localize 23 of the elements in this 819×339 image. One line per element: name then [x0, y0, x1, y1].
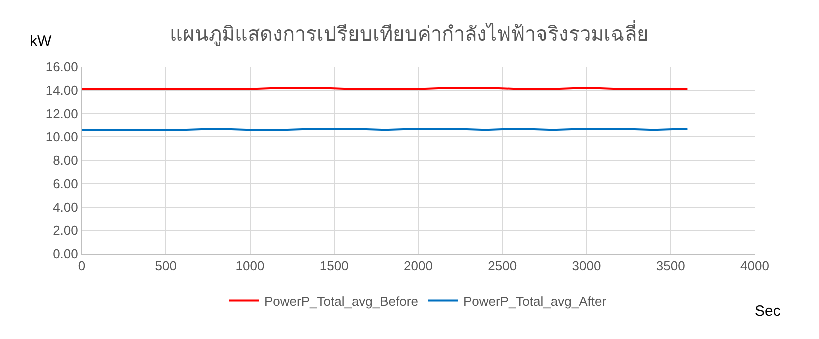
- x-tick-label: 0: [78, 258, 86, 274]
- y-tick-label: 0.00: [53, 246, 78, 262]
- x-tick-label: 3500: [656, 258, 686, 274]
- x-tick-label: 1000: [236, 258, 265, 274]
- y-axis-title: kW: [30, 33, 52, 50]
- legend-label: PowerP_Total_avg_Before: [264, 294, 418, 309]
- y-tick-label: 4.00: [53, 200, 78, 215]
- y-tick-label: 6.00: [53, 176, 78, 192]
- y-tick-label: 10.00: [46, 130, 78, 145]
- x-tick-label: 4000: [740, 258, 770, 274]
- chart-title: แผนภูมิแสดงการเปรียบเทียบค่ากำลังไฟฟ้าจริงรวมเฉลี่ย: [170, 20, 649, 47]
- y-tick-label: 16.00: [46, 60, 78, 75]
- x-axis-title: Sec: [755, 303, 782, 320]
- x-tick-label: 2500: [488, 258, 518, 274]
- x-tick-label: 2000: [404, 258, 433, 274]
- y-tick-label: 8.00: [53, 153, 78, 168]
- y-tick-label: 12.00: [46, 106, 78, 122]
- x-tick-label: 500: [155, 258, 177, 274]
- x-tick-label: 3000: [572, 258, 602, 274]
- legend-label: PowerP_Total_avg_After: [463, 294, 608, 309]
- y-tick-label: 2.00: [53, 223, 78, 238]
- y-tick-label: 14.00: [46, 82, 78, 98]
- x-tick-label: 1500: [320, 258, 349, 274]
